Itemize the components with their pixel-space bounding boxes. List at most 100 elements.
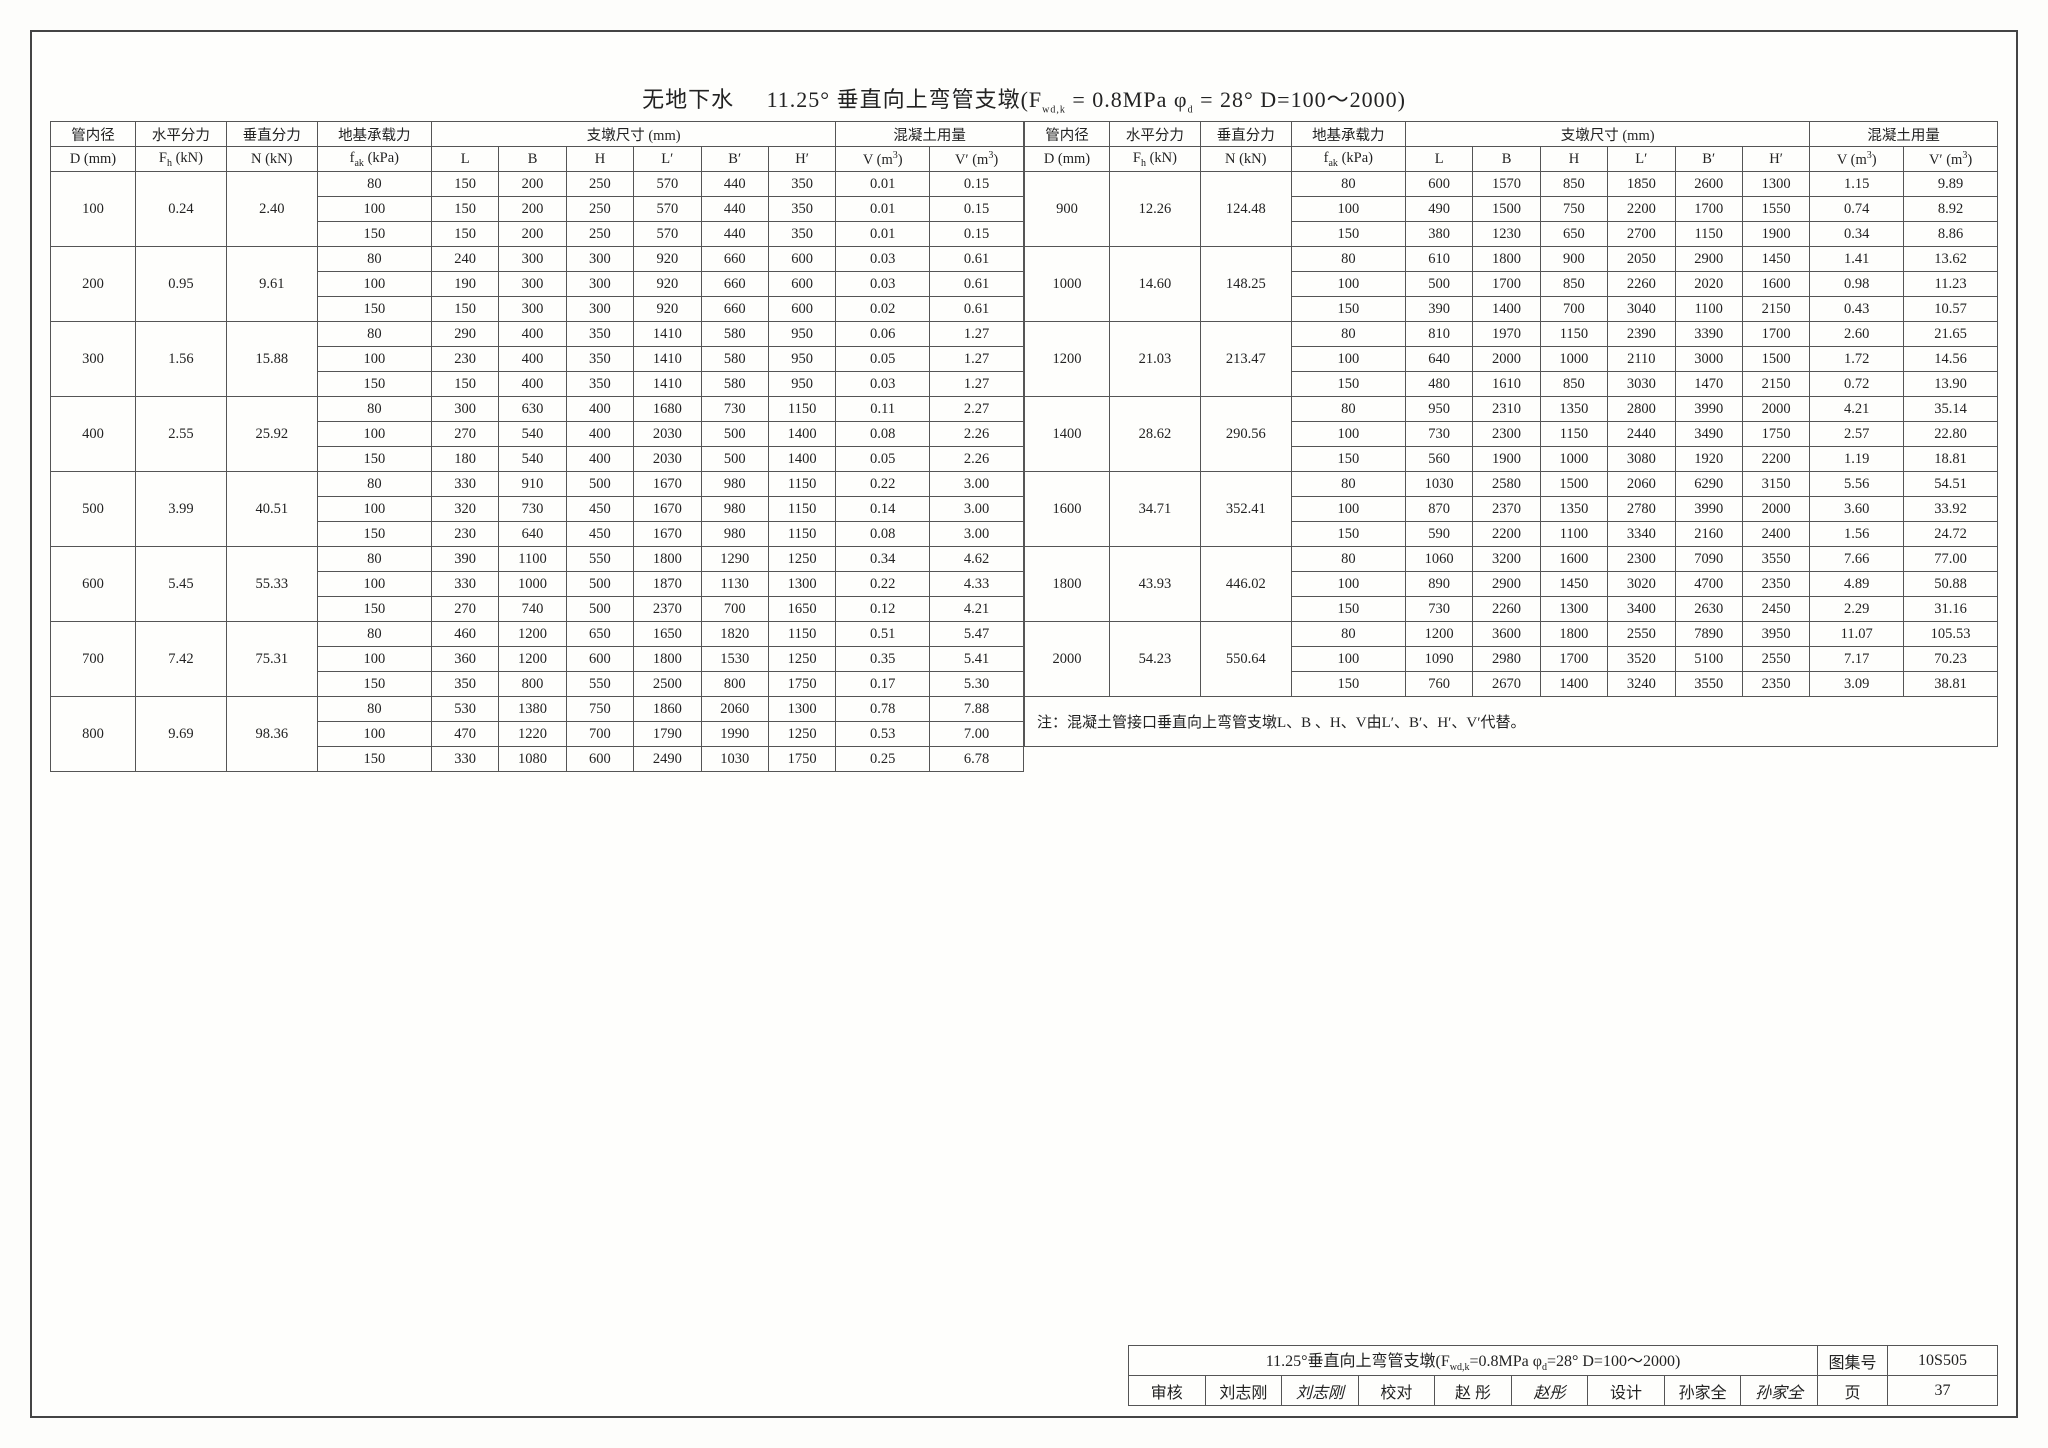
- table-row: 160034.71352.418010302580150020606290315…: [1025, 472, 1998, 497]
- cell-lp: 2370: [634, 597, 701, 622]
- cell-b: 1570: [1473, 172, 1540, 197]
- cell-h: 1300: [1540, 597, 1607, 622]
- cell-l: 150: [431, 172, 498, 197]
- cell-hp: 1300: [1742, 172, 1809, 197]
- cell-fak: 100: [317, 347, 431, 372]
- cell-l: 330: [431, 747, 498, 772]
- cell-l: 180: [431, 447, 498, 472]
- cell-bp: 440: [701, 172, 768, 197]
- col-fak-unit: fak (kPa): [1291, 147, 1405, 172]
- col-vp: V′ (m3): [1904, 147, 1998, 172]
- cell-fak: 80: [1291, 397, 1405, 422]
- col-n-unit: N (kN): [226, 147, 317, 172]
- cell-fak: 100: [317, 647, 431, 672]
- col-horizontal-force: 水平分力: [1109, 122, 1200, 147]
- cell-bp: 660: [701, 297, 768, 322]
- design-signature: 孙家全: [1741, 1376, 1818, 1406]
- cell-vp: 77.00: [1904, 547, 1998, 572]
- cell-l: 500: [1405, 272, 1472, 297]
- cell-bp: 1150: [1675, 222, 1742, 247]
- cell-bp: 700: [701, 597, 768, 622]
- cell-l: 1030: [1405, 472, 1472, 497]
- cell-fak: 150: [1291, 447, 1405, 472]
- cell-n: 40.51: [226, 472, 317, 547]
- cell-lp: 1680: [634, 397, 701, 422]
- cell-b: 2980: [1473, 647, 1540, 672]
- design-label: 设计: [1588, 1376, 1665, 1406]
- cell-h: 900: [1540, 247, 1607, 272]
- cell-h: 600: [566, 647, 633, 672]
- document-title: 无地下水 11.25° 垂直向上弯管支墩(Fwd,k = 0.8MPa φd =…: [50, 82, 1998, 115]
- cell-v: 4.89: [1810, 572, 1904, 597]
- tables-container: 管内径 水平分力 垂直分力 地基承载力 支墩尺寸 (mm) 混凝土用量 D (m…: [50, 121, 1998, 772]
- col-v: V (m3): [1810, 147, 1904, 172]
- cell-vp: 2.26: [930, 422, 1024, 447]
- cell-v: 3.60: [1810, 497, 1904, 522]
- cell-bp: 3550: [1675, 672, 1742, 697]
- cell-vp: 3.00: [930, 497, 1024, 522]
- cell-h: 1350: [1540, 497, 1607, 522]
- table-row: 90012.26124.488060015708501850260013001.…: [1025, 172, 1998, 197]
- cell-b: 300: [499, 272, 566, 297]
- cell-hp: 350: [768, 172, 835, 197]
- cell-fak: 80: [317, 397, 431, 422]
- cell-n: 550.64: [1200, 622, 1291, 697]
- cell-lp: 1790: [634, 722, 701, 747]
- cell-hp: 1250: [768, 647, 835, 672]
- col-vp: V′ (m3): [930, 147, 1024, 172]
- cell-hp: 2200: [1742, 447, 1809, 472]
- cell-fak: 100: [317, 422, 431, 447]
- cell-n: 98.36: [226, 697, 317, 772]
- cell-fak: 150: [317, 447, 431, 472]
- cell-bp: 1470: [1675, 372, 1742, 397]
- cell-b: 200: [499, 172, 566, 197]
- cell-bp: 730: [701, 397, 768, 422]
- cell-lp: 1670: [634, 472, 701, 497]
- cell-b: 1500: [1473, 197, 1540, 222]
- cell-hp: 2150: [1742, 372, 1809, 397]
- cell-l: 590: [1405, 522, 1472, 547]
- cell-b: 3200: [1473, 547, 1540, 572]
- cell-l: 150: [431, 372, 498, 397]
- cell-fh: 34.71: [1109, 472, 1200, 547]
- cell-fak: 150: [1291, 222, 1405, 247]
- cell-b: 1220: [499, 722, 566, 747]
- cell-vp: 0.15: [930, 172, 1024, 197]
- cell-hp: 2350: [1742, 672, 1809, 697]
- cell-hp: 2000: [1742, 497, 1809, 522]
- cell-v: 5.56: [1810, 472, 1904, 497]
- cell-bp: 3990: [1675, 497, 1742, 522]
- cell-v: 0.02: [836, 297, 930, 322]
- cell-hp: 1150: [768, 622, 835, 647]
- cell-fak: 100: [317, 272, 431, 297]
- cell-lp: 1850: [1608, 172, 1675, 197]
- cell-bp: 1030: [701, 747, 768, 772]
- cell-vp: 54.51: [1904, 472, 1998, 497]
- cell-v: 0.03: [836, 272, 930, 297]
- cell-b: 2900: [1473, 572, 1540, 597]
- cell-b: 400: [499, 322, 566, 347]
- table-row: 200054.23550.648012003600180025507890395…: [1025, 622, 1998, 647]
- cell-fak: 150: [1291, 522, 1405, 547]
- cell-v: 0.74: [1810, 197, 1904, 222]
- cell-b: 2200: [1473, 522, 1540, 547]
- cell-vp: 0.15: [930, 222, 1024, 247]
- cell-b: 1080: [499, 747, 566, 772]
- cell-fh: 0.24: [135, 172, 226, 247]
- proof-label: 校对: [1358, 1376, 1435, 1406]
- cell-lp: 2030: [634, 422, 701, 447]
- cell-h: 300: [566, 247, 633, 272]
- cell-bp: 1820: [701, 622, 768, 647]
- cell-h: 400: [566, 422, 633, 447]
- cell-bp: 3990: [1675, 397, 1742, 422]
- cell-l: 490: [1405, 197, 1472, 222]
- col-bearing-capacity: 地基承载力: [1291, 122, 1405, 147]
- cell-fak: 80: [317, 622, 431, 647]
- cell-fak: 100: [1291, 197, 1405, 222]
- cell-fak: 80: [1291, 172, 1405, 197]
- cell-lp: 1670: [634, 497, 701, 522]
- cell-lp: 3520: [1608, 647, 1675, 672]
- cell-hp: 600: [768, 297, 835, 322]
- cell-lp: 2200: [1608, 197, 1675, 222]
- col-concrete-volume: 混凝土用量: [1810, 122, 1998, 147]
